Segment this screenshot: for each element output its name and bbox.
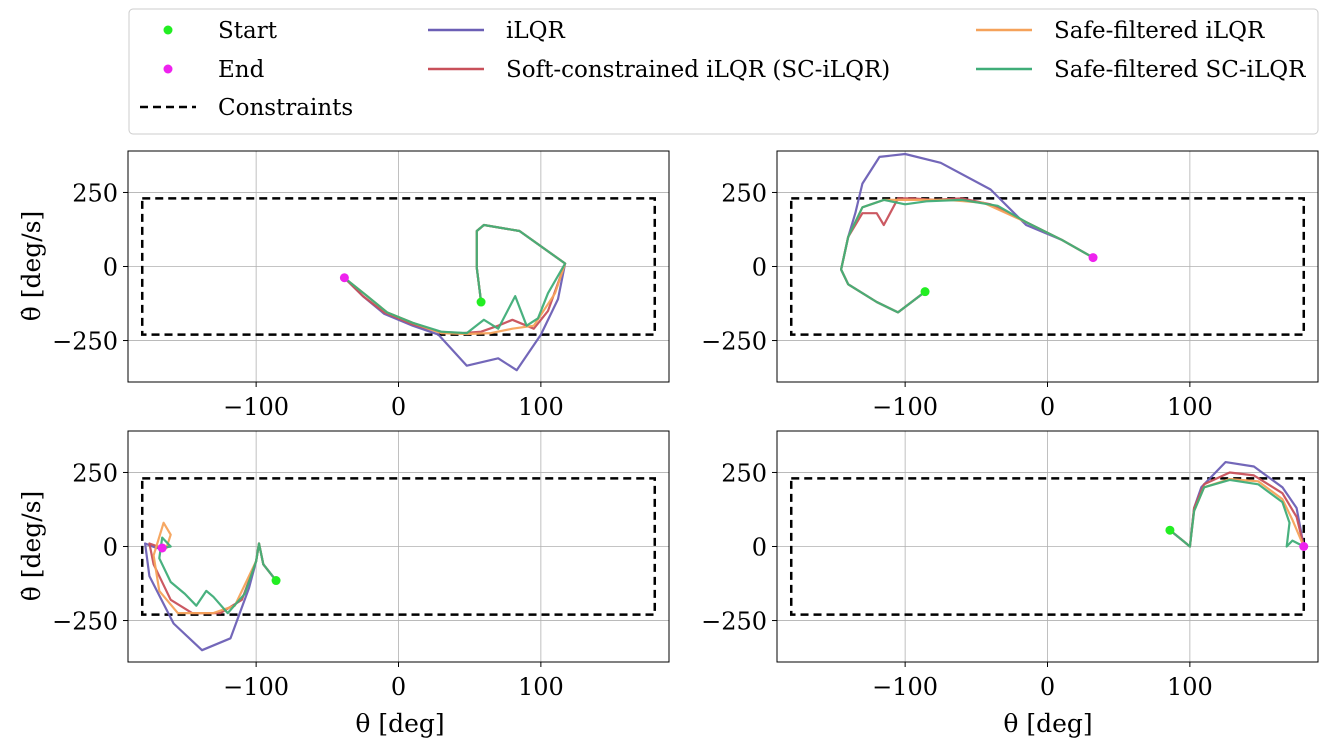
panel-bottom-left: −100 0 100 −250 0 250 bbox=[52, 430, 670, 701]
legend-constraints-label: Constraints bbox=[218, 95, 353, 121]
x-tick-label: 100 bbox=[518, 673, 564, 701]
start-point bbox=[271, 576, 281, 586]
y-tick-label: 250 bbox=[721, 179, 767, 207]
legend-start-marker bbox=[163, 25, 173, 35]
y-tick-label: −250 bbox=[52, 328, 118, 356]
y-tick-label: 250 bbox=[721, 459, 767, 487]
series-safe-filtered-sc-ilqr bbox=[839, 198, 1095, 314]
x-tick-label: 0 bbox=[1040, 393, 1055, 421]
start-point bbox=[476, 297, 486, 307]
end-point bbox=[157, 543, 167, 553]
y-tick-label: 0 bbox=[752, 534, 767, 562]
series-safe-filtered-sc-ilqr bbox=[343, 223, 567, 335]
y-tick-label: −250 bbox=[701, 328, 767, 356]
y-tick-label: 0 bbox=[752, 254, 767, 282]
y-axis-label-bottom: θ̇ [deg/s] bbox=[17, 491, 46, 602]
legend-sc-ilqr-label: Soft-constrained iLQR (SC-iLQR) bbox=[506, 57, 890, 83]
y-tick-label: 0 bbox=[103, 534, 118, 562]
y-tick-label: 250 bbox=[72, 179, 118, 207]
legend-ilqr-label: iLQR bbox=[506, 18, 565, 44]
legend: Start End Constraints iLQR Soft-constrai… bbox=[128, 8, 1319, 135]
x-tick-label: 0 bbox=[1040, 673, 1055, 701]
y-tick-label: 250 bbox=[72, 459, 118, 487]
x-axis-label-right: θ [deg] bbox=[1003, 709, 1092, 738]
x-tick-label: −100 bbox=[223, 673, 289, 701]
x-tick-label: 100 bbox=[1167, 393, 1213, 421]
legend-safe-sc-ilqr-label: Safe-filtered SC-iLQR bbox=[1054, 57, 1306, 83]
x-tick-label: 100 bbox=[518, 393, 564, 421]
x-tick-label: 0 bbox=[391, 673, 406, 701]
end-point bbox=[339, 273, 349, 283]
y-tick-label: −250 bbox=[52, 608, 118, 636]
end-point bbox=[1299, 542, 1309, 551]
x-tick-label: −100 bbox=[223, 393, 289, 421]
panel-bottom-right: −100 0 100 −250 0 250 bbox=[701, 430, 1319, 701]
x-tick-label: 100 bbox=[1167, 673, 1213, 701]
panel-top-left: −100 0 100 −250 0 250 bbox=[52, 150, 670, 421]
x-tick-label: 0 bbox=[391, 393, 406, 421]
y-tick-label: −250 bbox=[701, 608, 767, 636]
start-point bbox=[1165, 525, 1175, 535]
panel-top-right: −100 0 100 −250 0 250 bbox=[701, 150, 1319, 421]
legend-start-label: Start bbox=[218, 18, 278, 44]
x-tick-label: −100 bbox=[872, 393, 938, 421]
end-point bbox=[1088, 253, 1098, 263]
y-axis-label-top: θ̇ [deg/s] bbox=[17, 211, 46, 322]
x-tick-label: −100 bbox=[872, 673, 938, 701]
x-axis-label-left: θ [deg] bbox=[355, 709, 444, 738]
legend-end-label: End bbox=[218, 57, 265, 83]
legend-safe-ilqr-label: Safe-filtered iLQR bbox=[1054, 18, 1265, 44]
constraints-box bbox=[789, 477, 1306, 616]
legend-frame bbox=[128, 8, 1319, 135]
start-point bbox=[920, 287, 930, 297]
constraints-box bbox=[140, 477, 657, 616]
constraints-box bbox=[789, 197, 1306, 336]
constraints-box bbox=[140, 197, 657, 336]
series-safe-filtered-sc-ilqr bbox=[1168, 478, 1305, 548]
legend-end-marker bbox=[163, 64, 173, 74]
y-tick-label: 0 bbox=[103, 254, 118, 282]
